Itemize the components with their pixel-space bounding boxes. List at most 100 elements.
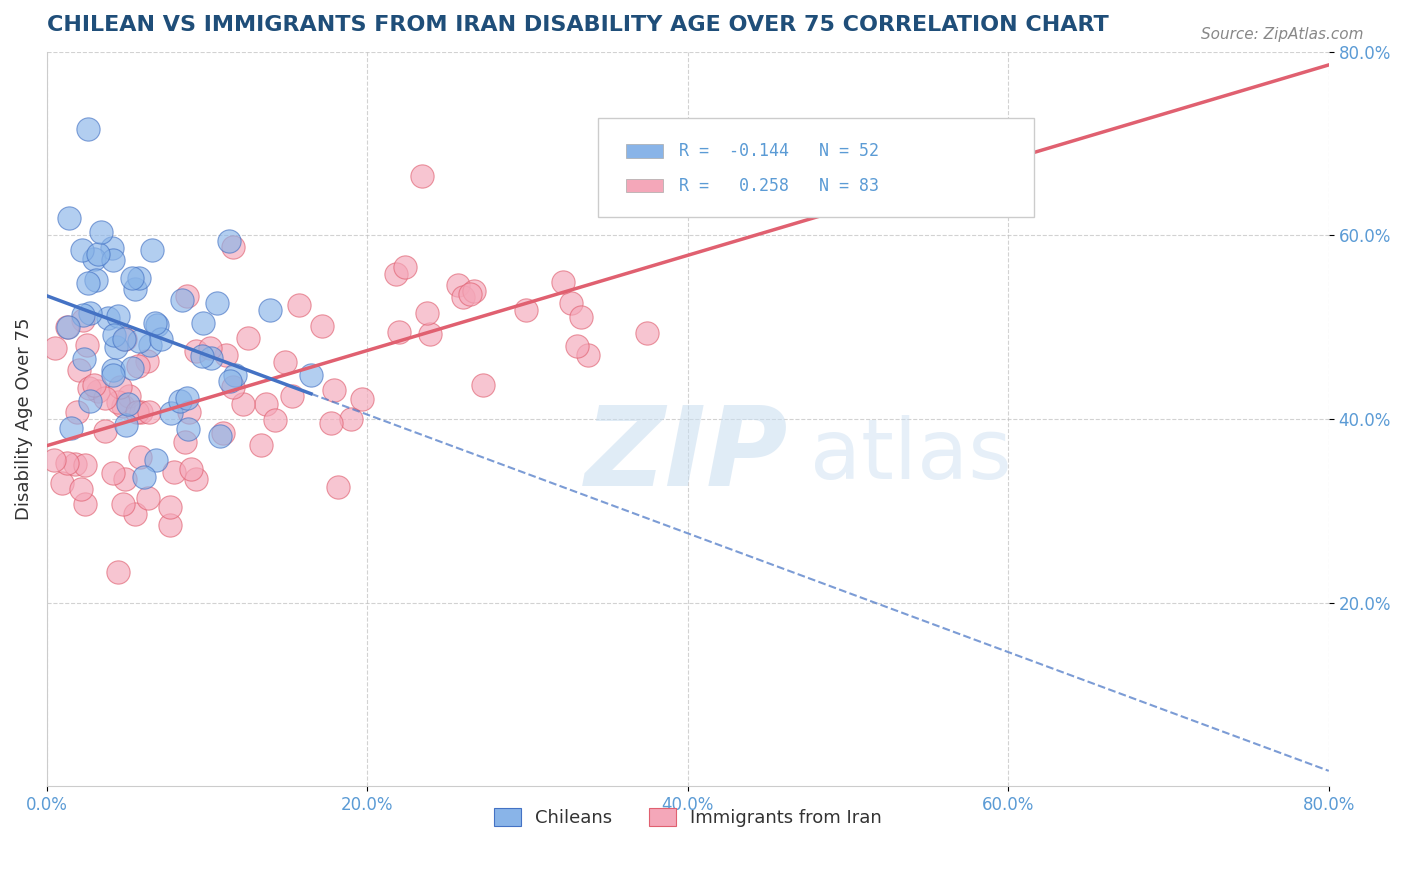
Point [150,332,173,346]
Point [79,393,101,408]
Point [176,391,198,405]
Point [205,295,228,310]
Point [103,466,125,480]
Point [94,391,117,405]
Point [560,296,582,310]
Y-axis label: Disability Age Over 75: Disability Age Over 75 [15,318,32,520]
Point [112,497,135,511]
Point [73,351,96,366]
Point [159,518,181,533]
Point [127,359,149,374]
Point [180,462,202,476]
Point [67,362,90,376]
Point [218,374,240,388]
Point [200,351,222,366]
Point [169,393,191,408]
Point [103,363,125,377]
Text: atlas: atlas [810,416,1011,496]
Point [79,306,101,320]
Point [101,241,124,255]
Point [139,337,162,351]
Point [97,311,120,326]
Legend: Chileans, Immigrants from Iran: Chileans, Immigrants from Iran [485,799,891,836]
Point [93,424,115,438]
Point [73,497,96,511]
Text: R =  -0.144   N = 52: R = -0.144 N = 52 [679,142,879,160]
Point [281,389,304,403]
Point [118,389,141,403]
Point [83,377,105,392]
Point [72,313,94,327]
Point [114,332,136,346]
Point [86,247,108,261]
Point [134,470,156,484]
Point [515,302,537,317]
Point [103,328,125,343]
Point [105,340,128,354]
Point [83,252,105,267]
Point [176,289,198,303]
Point [236,331,259,345]
Point [117,397,139,411]
Point [463,284,485,298]
Point [191,316,214,330]
Point [77,381,100,395]
Point [124,508,146,522]
Point [76,338,98,352]
Point [143,316,166,330]
Point [224,368,246,382]
Point [136,354,159,368]
Point [56,456,79,470]
Point [103,368,125,382]
Point [288,298,311,312]
Point [565,339,588,353]
Point [218,234,240,248]
Point [127,405,149,419]
FancyBboxPatch shape [626,145,664,158]
Point [87,384,110,399]
Point [326,480,349,494]
FancyBboxPatch shape [626,179,664,192]
Point [42,452,65,467]
Point [146,318,169,332]
Point [75,458,97,472]
Point [136,491,159,505]
Point [72,308,94,322]
Point [159,406,181,420]
Point [121,271,143,285]
Text: R =   0.258   N = 83: R = 0.258 N = 83 [679,177,879,194]
Point [163,465,186,479]
Point [141,244,163,258]
Point [411,169,433,183]
Point [108,380,131,394]
Point [70,243,93,257]
Point [650,179,672,194]
Point [274,355,297,369]
Point [131,405,153,419]
Point [209,429,232,443]
Point [159,500,181,514]
Point [121,360,143,375]
Point [170,293,193,307]
Point [56,320,79,334]
Point [340,412,363,426]
FancyBboxPatch shape [598,118,1033,217]
Point [191,349,214,363]
Point [128,334,150,348]
Point [323,384,346,398]
Point [254,397,277,411]
Point [107,395,129,409]
Point [84,273,107,287]
Point [551,275,574,289]
Point [112,332,135,346]
Point [184,343,207,358]
Point [416,305,439,319]
Point [44,342,66,356]
Point [299,368,322,383]
Point [200,341,222,355]
Point [232,397,254,411]
Point [387,326,409,340]
Point [177,422,200,436]
Point [394,260,416,274]
Text: Source: ZipAtlas.com: Source: ZipAtlas.com [1201,27,1364,42]
